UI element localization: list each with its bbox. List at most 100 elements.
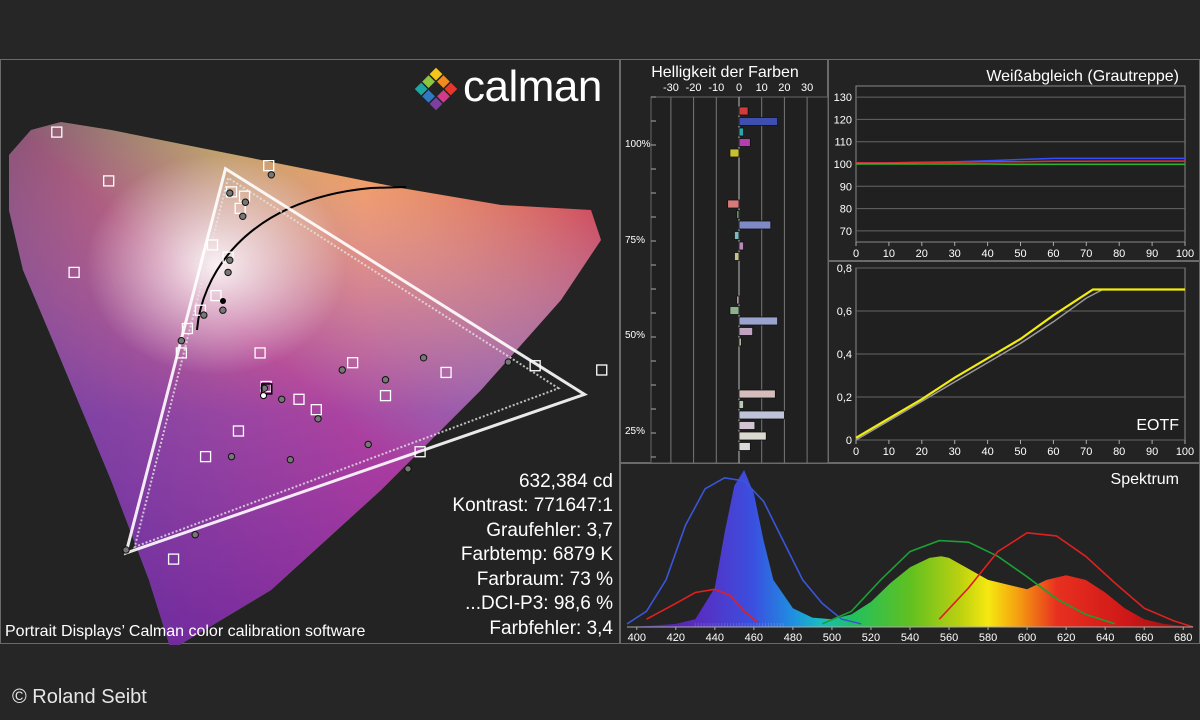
brightness-y-tick: 25% xyxy=(625,426,645,437)
brightness-bar xyxy=(738,220,772,230)
spectrum-x-tick: 580 xyxy=(979,632,997,644)
white-balance-x-tick: 20 xyxy=(916,248,928,260)
eotf-x-tick: 0 xyxy=(853,446,859,458)
brightness-bar xyxy=(729,306,740,315)
eotf-series-line xyxy=(855,288,1185,439)
brightness-chart: Helligkeit der Farben-30 -20 -10 0 10 20 30 100… xyxy=(625,64,829,464)
planckian-locus xyxy=(196,186,407,331)
cie-matching-curve xyxy=(938,531,1194,628)
measured-point xyxy=(404,465,412,473)
measured-point xyxy=(504,358,513,366)
target-square xyxy=(529,360,541,372)
white-ref-point xyxy=(220,298,226,304)
spectrum-x-tick: 560 xyxy=(940,632,958,644)
brightness-bar xyxy=(738,117,778,126)
eotf-y-tick: 0,6 xyxy=(837,306,852,318)
target-square xyxy=(346,357,359,369)
spectrum-chart: Spektrum 400 420 440 460 480 500 520 540 560 580 60… xyxy=(626,470,1194,644)
software-footnote: Portrait Displays’ Calman color calibrat… xyxy=(5,623,366,640)
white-balance-x-tick: 90 xyxy=(1146,248,1158,260)
target-square xyxy=(103,175,115,187)
white-balance-series-line xyxy=(856,160,1185,164)
eotf-x-tick: 100 xyxy=(1176,446,1194,458)
white-balance-x-tick: 0 xyxy=(853,248,859,260)
measured-point xyxy=(226,189,234,197)
white-balance-y-tick: 100 xyxy=(834,159,852,171)
cie-diagram xyxy=(9,122,608,645)
measured-point xyxy=(381,376,390,384)
spectrum-x-tick: 620 xyxy=(1057,632,1075,644)
brightness-x-tick: -10 xyxy=(708,82,724,94)
eotf-x-tick: 10 xyxy=(883,446,895,458)
target-square xyxy=(234,202,246,215)
measured-point xyxy=(364,440,372,449)
brightness-bar xyxy=(734,231,740,240)
white-balance-y-tick: 110 xyxy=(834,137,852,149)
measured-point xyxy=(177,337,186,345)
spectrum-x-tick: 440 xyxy=(706,632,724,644)
brightness-bar xyxy=(738,421,756,430)
brightness-panel: Helligkeit der Farben -30 -20 -10 0 10 20 30 100… xyxy=(620,59,829,464)
brightness-bar xyxy=(738,138,751,147)
brightness-y-tick: 100% xyxy=(625,139,651,150)
eotf-x-tick: 20 xyxy=(916,446,928,458)
measured-point xyxy=(267,171,276,179)
eotf-x-tick: 40 xyxy=(981,446,993,458)
brightness-y-tick: 75% xyxy=(625,235,645,246)
white-balance-x-tick: 30 xyxy=(949,248,961,260)
white-balance-panel: Weißabgleich (Grautreppe) 70 80 90 100 110 120… xyxy=(828,59,1200,261)
brightness-bar xyxy=(729,148,740,158)
white-balance-x-tick: 10 xyxy=(883,248,895,260)
spectrum-x-tick: 640 xyxy=(1096,632,1114,644)
eotf-x-tick: 80 xyxy=(1113,446,1125,458)
brand-logo: calman xyxy=(411,62,621,114)
measured-point xyxy=(241,198,250,206)
brightness-bar xyxy=(727,199,740,209)
brightness-bar xyxy=(738,127,744,137)
gray-error-value: Graufehler: 3,7 xyxy=(486,519,613,541)
measured-point xyxy=(200,311,208,319)
target-square xyxy=(254,347,266,359)
target-square xyxy=(68,266,80,279)
brightness-x-tick: 10 xyxy=(756,82,768,94)
brightness-x-tick: 30 xyxy=(801,82,813,94)
luminance-value: 632,384 cd xyxy=(518,470,613,492)
measured-point xyxy=(286,455,295,464)
measured-point xyxy=(191,531,199,539)
white-region xyxy=(86,155,346,375)
eotf-y-tick: 0 xyxy=(846,435,852,447)
eotf-x-tick: 70 xyxy=(1080,446,1092,458)
target-square xyxy=(181,322,194,335)
spectrum-x-tick: 600 xyxy=(1018,632,1036,644)
brightness-bar xyxy=(738,400,744,409)
spectrum-x-tick: 660 xyxy=(1135,632,1153,644)
white-balance-x-tick: 50 xyxy=(1014,248,1026,260)
measured-point xyxy=(224,268,232,277)
white-balance-x-tick: 100 xyxy=(1176,248,1194,260)
measured-point xyxy=(314,415,322,423)
contrast-value: Kontrast: 771647:1 xyxy=(452,495,613,516)
brightness-bar xyxy=(738,431,767,441)
dci-p3-value: ...DCI-P3: 98,6 % xyxy=(465,593,613,614)
spectrum-x-tick: 480 xyxy=(784,632,802,644)
target-square xyxy=(263,160,275,172)
white-balance-title: Weißabgleich (Grautreppe) xyxy=(986,68,1179,85)
target-square xyxy=(175,347,188,359)
spectrum-x-tick: 680 xyxy=(1174,632,1192,644)
measured-point xyxy=(419,354,428,362)
measured-point xyxy=(122,546,130,554)
target-square xyxy=(414,446,426,458)
brightness-bar xyxy=(736,210,740,219)
spectrum-title: Spektrum xyxy=(1111,471,1179,488)
spectrum-x-tick: 500 xyxy=(823,632,841,644)
target-square xyxy=(293,393,305,405)
white-balance-y-tick: 120 xyxy=(834,114,852,126)
spectrum-panel: Spektrum 400 420 440 460 480 500 520 540 560 580 60… xyxy=(620,463,1200,644)
target-square xyxy=(167,553,180,565)
eotf-series-line xyxy=(855,288,1185,441)
color-temp-value: Farbtemp: 6879 K xyxy=(460,544,613,565)
brightness-x-tick: -20 xyxy=(686,82,702,94)
white-balance-x-tick: 70 xyxy=(1080,248,1092,260)
brightness-title: Helligkeit der Farben xyxy=(651,64,799,81)
brightness-bar xyxy=(738,106,749,116)
